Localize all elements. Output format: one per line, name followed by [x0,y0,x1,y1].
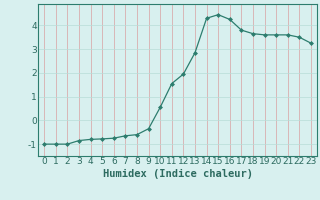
X-axis label: Humidex (Indice chaleur): Humidex (Indice chaleur) [103,169,252,179]
